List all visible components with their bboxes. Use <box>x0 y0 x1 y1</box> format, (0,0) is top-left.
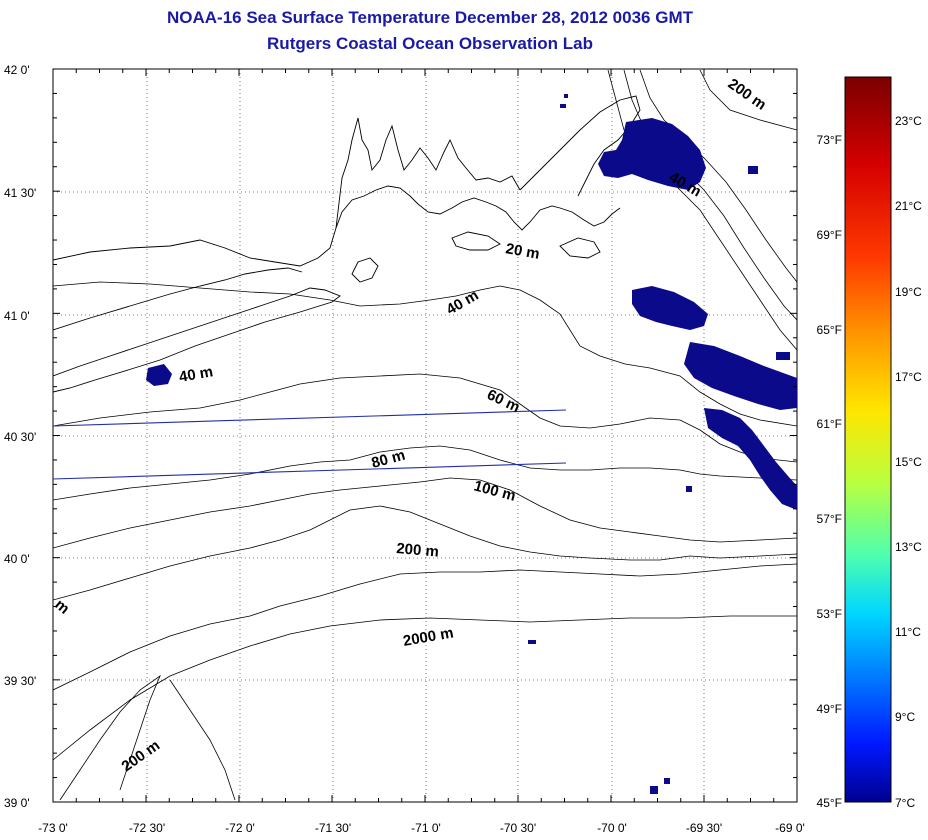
lon-label: -69 30' <box>686 821 722 835</box>
colorbar-c-label: 9°C <box>895 710 915 724</box>
colorbar-fahrenheit-labels: 73°F 69°F 65°F 61°F 57°F 53°F 49°F 45°F <box>817 133 842 810</box>
lon-label: -72 0' <box>225 821 255 835</box>
longitude-labels: -73 0' -72 30' -72 0' -71 30' -71 0' -70… <box>38 821 805 835</box>
lat-label: 40 0' <box>4 552 30 566</box>
colorbar-f-label: 49°F <box>817 702 842 716</box>
frame-ticks <box>52 68 798 803</box>
lat-label: 42 0' <box>4 63 30 77</box>
lon-label: -71 0' <box>411 821 441 835</box>
colorbar-c-label: 19°C <box>895 285 922 299</box>
colorbar-f-label: 45°F <box>817 796 842 810</box>
nantucket <box>559 237 601 259</box>
lat-label: 39 30' <box>4 674 36 688</box>
latitude-labels: 42 0' 41 30' 41 0' 40 30' 40 0' 39 30' 3… <box>4 63 36 810</box>
contour-label: 200 m <box>396 540 440 561</box>
marthas-vineyard <box>451 231 501 251</box>
map-title: NOAA-16 Sea Surface Temperature December… <box>167 8 693 27</box>
coastline <box>53 185 621 267</box>
cape-cod <box>519 95 641 197</box>
colorbar-c-label: 15°C <box>895 455 922 469</box>
lon-label: -69 0' <box>775 821 805 835</box>
contour-label: 20 m <box>504 240 541 263</box>
colorbar-c-label: 7°C <box>895 796 915 810</box>
colorbar-f-label: 61°F <box>817 417 842 431</box>
contour-label: 40 m <box>178 363 215 386</box>
lat-label: 40 30' <box>4 430 36 444</box>
lon-label: -73 0' <box>38 821 68 835</box>
lon-label: -72 30' <box>129 821 165 835</box>
colorbar-celsius-labels: 23°C 21°C 19°C 17°C 15°C 13°C 11°C 9°C 7… <box>895 114 922 810</box>
colorbar-f-label: 65°F <box>817 323 842 337</box>
long-island-north <box>53 267 303 331</box>
colorbar-f-label: 53°F <box>817 607 842 621</box>
colorbar-c-label: 23°C <box>895 114 922 128</box>
block-island <box>351 257 379 283</box>
sst-patches <box>146 94 797 794</box>
lat-label: 41 0' <box>4 309 30 323</box>
long-island <box>53 287 341 393</box>
colorbar <box>844 76 892 803</box>
lon-label: -70 30' <box>500 821 536 835</box>
connecticut-shore <box>335 117 521 229</box>
colorbar-c-label: 13°C <box>895 540 922 554</box>
colorbar-c-label: 17°C <box>895 370 922 384</box>
depth-contours <box>53 69 797 801</box>
lat-label: 39 0' <box>4 796 30 810</box>
lat-label: 41 30' <box>4 186 36 200</box>
colorbar-f-label: 73°F <box>817 133 842 147</box>
colorbar-c-label: 11°C <box>895 625 921 639</box>
map-subtitle: Rutgers Coastal Ocean Observation Lab <box>267 34 593 53</box>
colorbar-f-label: 57°F <box>817 512 842 526</box>
colorbar-f-label: 69°F <box>817 228 842 242</box>
lon-label: -70 0' <box>597 821 627 835</box>
lon-label: -71 30' <box>315 821 351 835</box>
colorbar-c-label: 21°C <box>895 199 922 213</box>
scan-lines <box>53 409 567 480</box>
